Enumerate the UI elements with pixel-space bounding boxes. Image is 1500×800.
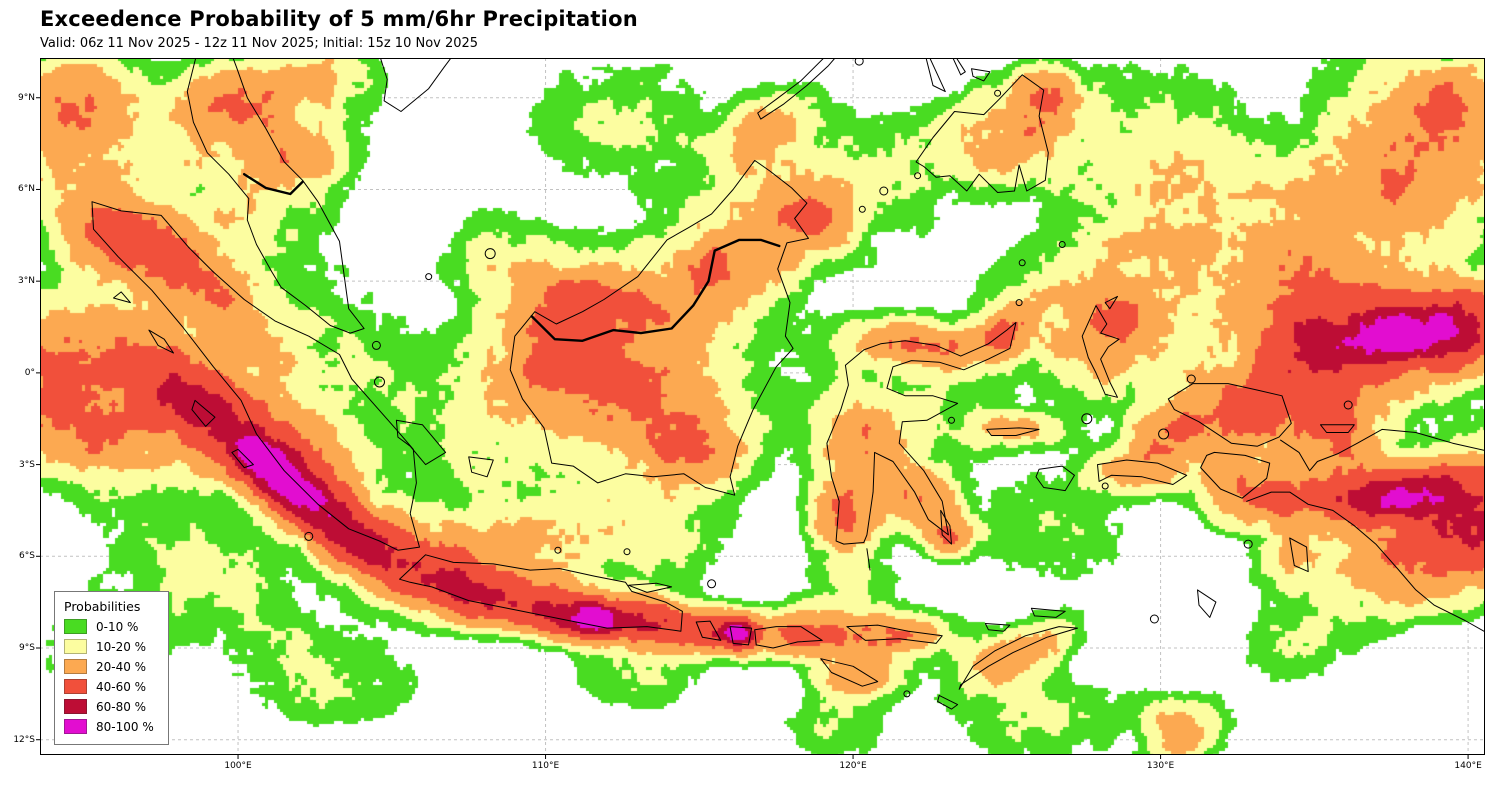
lat-tick-label: 9°S xyxy=(19,643,35,653)
legend-entry: 0-10 % xyxy=(64,619,154,634)
lat-tick-label: 6°N xyxy=(18,184,35,195)
legend-color-swatch xyxy=(64,659,87,674)
lon-tick-label: 100°E xyxy=(224,761,252,771)
lat-tick-label: 3°N xyxy=(18,276,35,287)
page-title: Exceedence Probability of 5 mm/6hr Preci… xyxy=(40,7,638,31)
legend-color-swatch xyxy=(64,639,87,654)
map-frame: Probabilities 0-10 % 10-20 % 20-40 % 40-60 … xyxy=(36,58,1485,759)
legend-entry: 10-20 % xyxy=(64,639,154,654)
lat-tick-label: 9°N xyxy=(18,92,35,103)
probability-field-layer xyxy=(40,58,1485,755)
lat-tick-label: 3°S xyxy=(19,459,35,470)
lon-tick-label: 120°E xyxy=(839,761,867,771)
probability-legend: Probabilities 0-10 % 10-20 % 20-40 % 40-60 … xyxy=(54,591,169,745)
legend-title: Probabilities xyxy=(64,599,141,614)
legend-entry: 40-60 % xyxy=(64,679,154,694)
legend-entry-label: 60-80 % xyxy=(96,699,147,714)
lon-tick-label: 140°E xyxy=(1454,761,1482,771)
coastlines-layer xyxy=(91,58,1485,710)
valid-time-subtitle: Valid: 06z 11 Nov 2025 - 12z 11 Nov 2025… xyxy=(40,36,479,51)
legend-color-swatch xyxy=(64,619,87,634)
legend-entry: 20-40 % xyxy=(64,659,154,674)
lon-tick-label: 130°E xyxy=(1146,761,1175,771)
legend-entry: 80-100 % xyxy=(64,719,154,734)
legend-entry-label: 0-10 % xyxy=(96,619,139,634)
legend-entries: 0-10 % 10-20 % 20-40 % 40-60 % 60-80 % 80-100… xyxy=(64,619,154,734)
legend-color-swatch xyxy=(64,679,87,694)
lat-tick-label: 0° xyxy=(24,367,35,378)
legend-entry-label: 10-20 % xyxy=(96,639,147,654)
legend-entry-label: 20-40 % xyxy=(96,659,147,674)
legend-entry-label: 40-60 % xyxy=(96,679,147,694)
legend-entry: 60-80 % xyxy=(64,699,154,714)
legend-color-swatch xyxy=(64,699,87,714)
lat-tick-label: 6°S xyxy=(19,551,35,562)
legend-entry-label: 80-100 % xyxy=(96,719,154,734)
lat-tick-label: 12°S xyxy=(13,734,35,745)
lon-tick-label: 110°E xyxy=(531,761,560,771)
legend-color-swatch xyxy=(64,719,87,734)
